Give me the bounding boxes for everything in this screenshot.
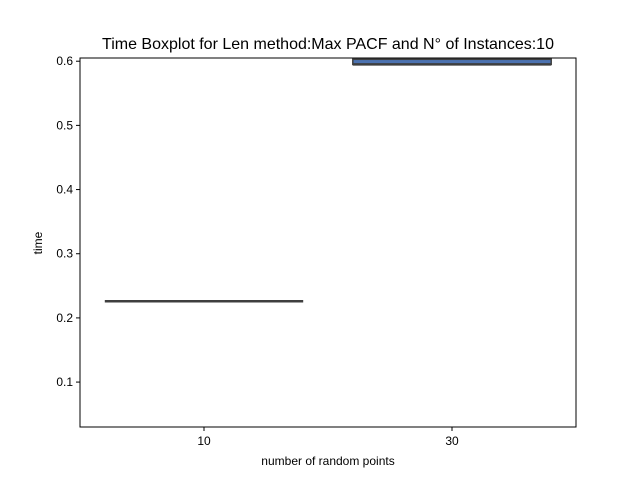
x-axis: 10 30: [197, 427, 459, 448]
y-tick-label: 0.1: [56, 375, 73, 389]
y-tick-label: 0.5: [56, 118, 73, 132]
x-tick-label: 10: [197, 434, 211, 448]
box-30: [352, 58, 552, 66]
y-tick-label: 0.3: [56, 247, 73, 261]
chart-title: Time Boxplot for Len method:Max PACF and…: [102, 36, 554, 53]
y-tick-label: 0.4: [56, 183, 73, 197]
plot-area: [104, 58, 552, 303]
x-axis-label: number of random points: [261, 454, 394, 468]
plot-frame: [79, 57, 577, 428]
y-tick-label: 0.6: [56, 54, 73, 68]
x-tick-label: 30: [445, 434, 459, 448]
y-axis: 0.1 0.2 0.3 0.4 0.5 0.6: [56, 54, 80, 389]
y-tick-label: 0.2: [56, 311, 73, 325]
y-axis-label: time: [31, 231, 45, 254]
